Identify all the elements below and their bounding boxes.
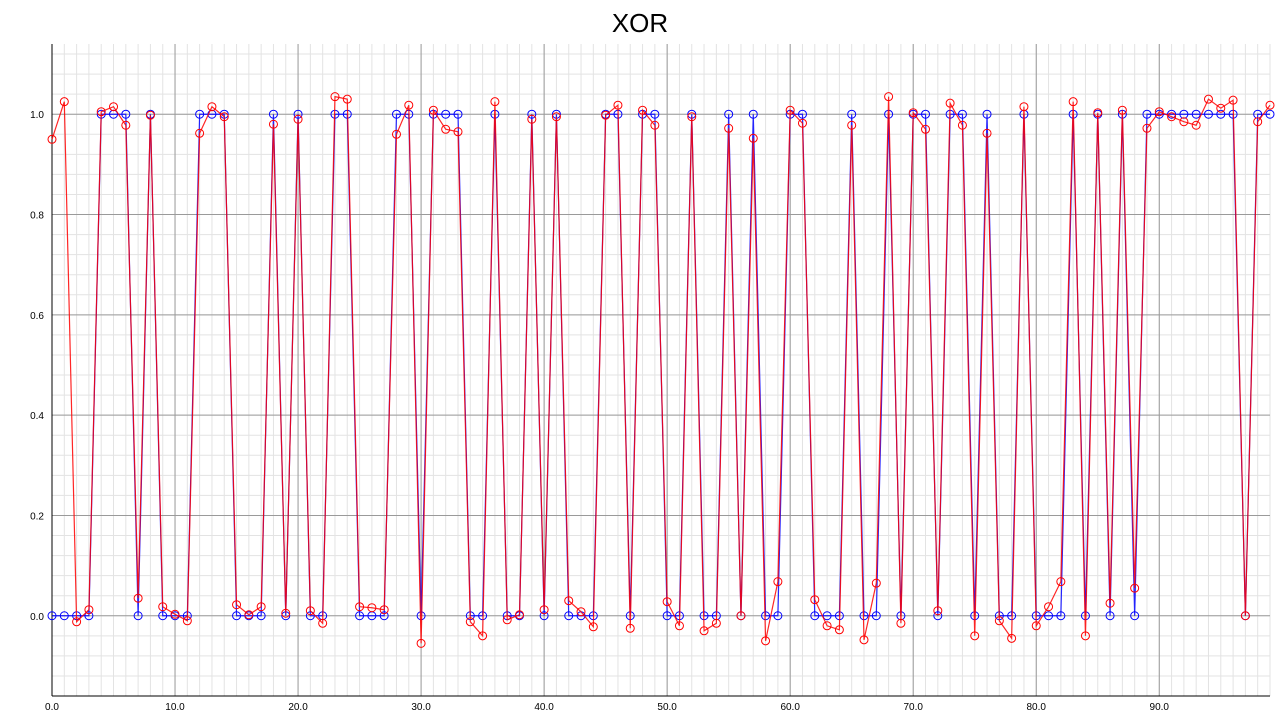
x-tick-label: 50.0 <box>657 702 677 713</box>
x-tick-label: 60.0 <box>780 702 800 713</box>
y-tick-label: 1.0 <box>30 110 44 121</box>
series-layer <box>48 93 1274 648</box>
y-tick-label: 0.4 <box>30 411 44 422</box>
x-tick-label: 80.0 <box>1027 702 1047 713</box>
series-1 <box>48 93 1274 648</box>
x-tick-label: 10.0 <box>165 702 185 713</box>
x-tick-label: 20.0 <box>288 702 308 713</box>
y-tick-label: 0.6 <box>30 311 44 322</box>
y-tick-label: 0.2 <box>30 511 44 522</box>
x-tick-label: 30.0 <box>411 702 431 713</box>
x-tick-label: 70.0 <box>903 702 923 713</box>
tick-labels: 0.0 10.0 20.0 30.0 40.0 50.0 60.0 70.0 80.0 90.0 0… <box>30 110 1169 713</box>
x-tick-label: 0.0 <box>45 702 59 713</box>
x-tick-label: 90.0 <box>1150 702 1170 713</box>
y-tick-label: 0.8 <box>30 211 44 222</box>
x-tick-label: 40.0 <box>534 702 554 713</box>
y-tick-label: 0.0 <box>30 612 44 623</box>
